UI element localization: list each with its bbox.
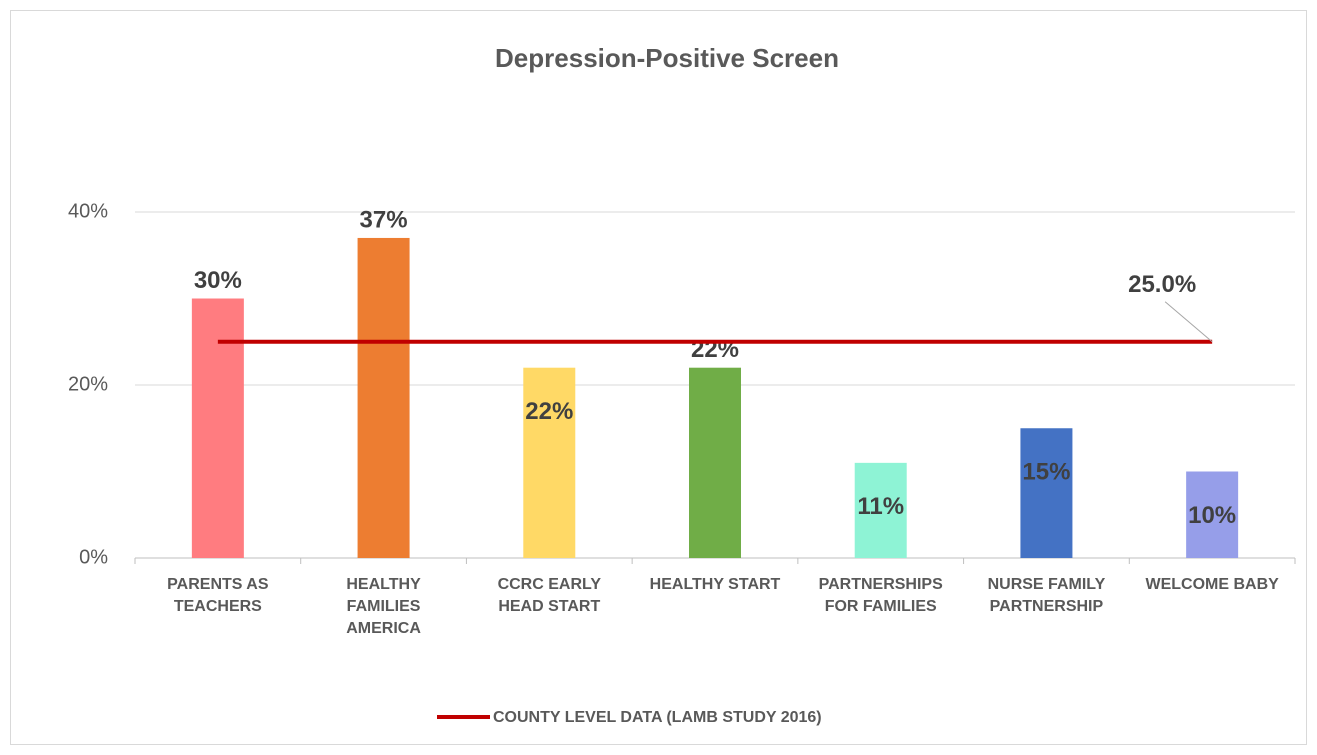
x-tick-label: WELCOME BABY <box>1145 576 1279 593</box>
leader-line <box>1164 301 1213 343</box>
data-label: 22% <box>525 398 573 425</box>
x-tick-label: PARENTS AS TEACHERS <box>167 576 269 615</box>
bar <box>854 462 907 558</box>
data-label: 30% <box>194 267 242 294</box>
bar <box>523 367 576 558</box>
bar <box>689 367 741 558</box>
bar <box>1186 471 1239 558</box>
chart-title: Depression-Positive Screen <box>495 43 839 73</box>
x-tick-label: NURSE FAMILY PARTNERSHIP <box>987 576 1106 615</box>
y-tick-label: 40% <box>68 200 108 222</box>
data-label: 15% <box>1022 459 1070 486</box>
y-tick-label: 0% <box>79 546 108 568</box>
x-tick-label: CCRC EARLY HEAD START <box>497 576 601 615</box>
x-tick-label: PARTNERSHIPS FOR FAMILIES <box>818 576 943 615</box>
x-tick-label: HEALTHY FAMILIES AMERICA <box>346 576 421 637</box>
x-tick-label: HEALTHY START <box>649 576 781 593</box>
data-label: 11% <box>857 493 904 520</box>
data-label: 37% <box>360 206 408 233</box>
bar <box>191 298 244 558</box>
bar <box>357 237 410 558</box>
data-label: 10% <box>1188 502 1236 529</box>
reference-label: 25.0% <box>1128 271 1196 298</box>
legend-label: COUNTY LEVEL DATA (LAMB STUDY 2016) <box>493 709 822 726</box>
y-tick-label: 20% <box>68 373 108 395</box>
bar <box>1020 428 1073 558</box>
